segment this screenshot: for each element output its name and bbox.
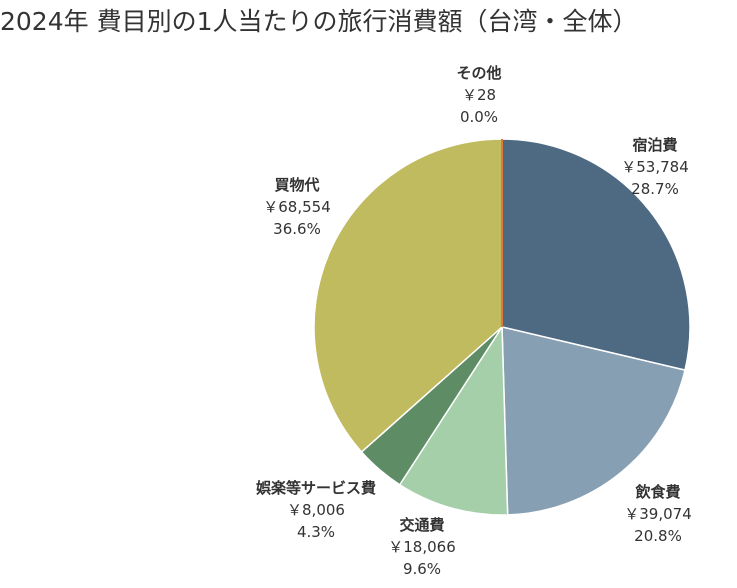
slice-name: 飲食費 [634,483,680,501]
pie-slice-3 [398,324,509,516]
slice-name: 交通費 [399,516,444,534]
slice-percent: 9.6% [403,560,441,578]
slice-label-1: 宿泊費 ￥53,784 28.7% [621,136,689,198]
slice-value: ￥39,074 [624,505,692,523]
slice-value: ￥18,066 [388,538,456,556]
slice-label-3: 交通費 ￥18,066 9.6% [388,516,456,578]
pie-slice-5 [313,138,503,454]
pie-slice-2 [501,326,686,516]
slice-value: ￥28 [462,86,496,104]
slice-label-5: 買物代 ￥68,554 36.6% [263,176,331,238]
slice-name: 宿泊費 [632,136,677,154]
slice-percent: 20.8% [634,527,682,545]
slice-percent: 0.0% [460,108,498,126]
slice-value: ￥8,006 [287,501,345,519]
chart-title: 2024年 費目別の1人当たりの旅行消費額（台湾・全体） [0,7,638,36]
slice-percent: 36.6% [273,220,321,238]
slice-name: 娯楽等サービス費 [256,479,376,497]
slice-value: ￥53,784 [621,158,689,176]
slice-label-2: 飲食費 ￥39,074 20.8% [624,483,692,545]
pie-slice-1 [501,138,691,372]
slice-percent: 28.7% [631,180,679,198]
slice-label-6: その他 ￥28 0.0% [456,64,501,126]
slice-label-4: 娯楽等サービス費 ￥8,006 4.3% [256,479,376,541]
slice-name: その他 [456,64,501,82]
slice-percent: 4.3% [297,523,335,541]
slice-name: 買物代 [274,176,319,194]
slice-value: ￥68,554 [263,198,331,216]
